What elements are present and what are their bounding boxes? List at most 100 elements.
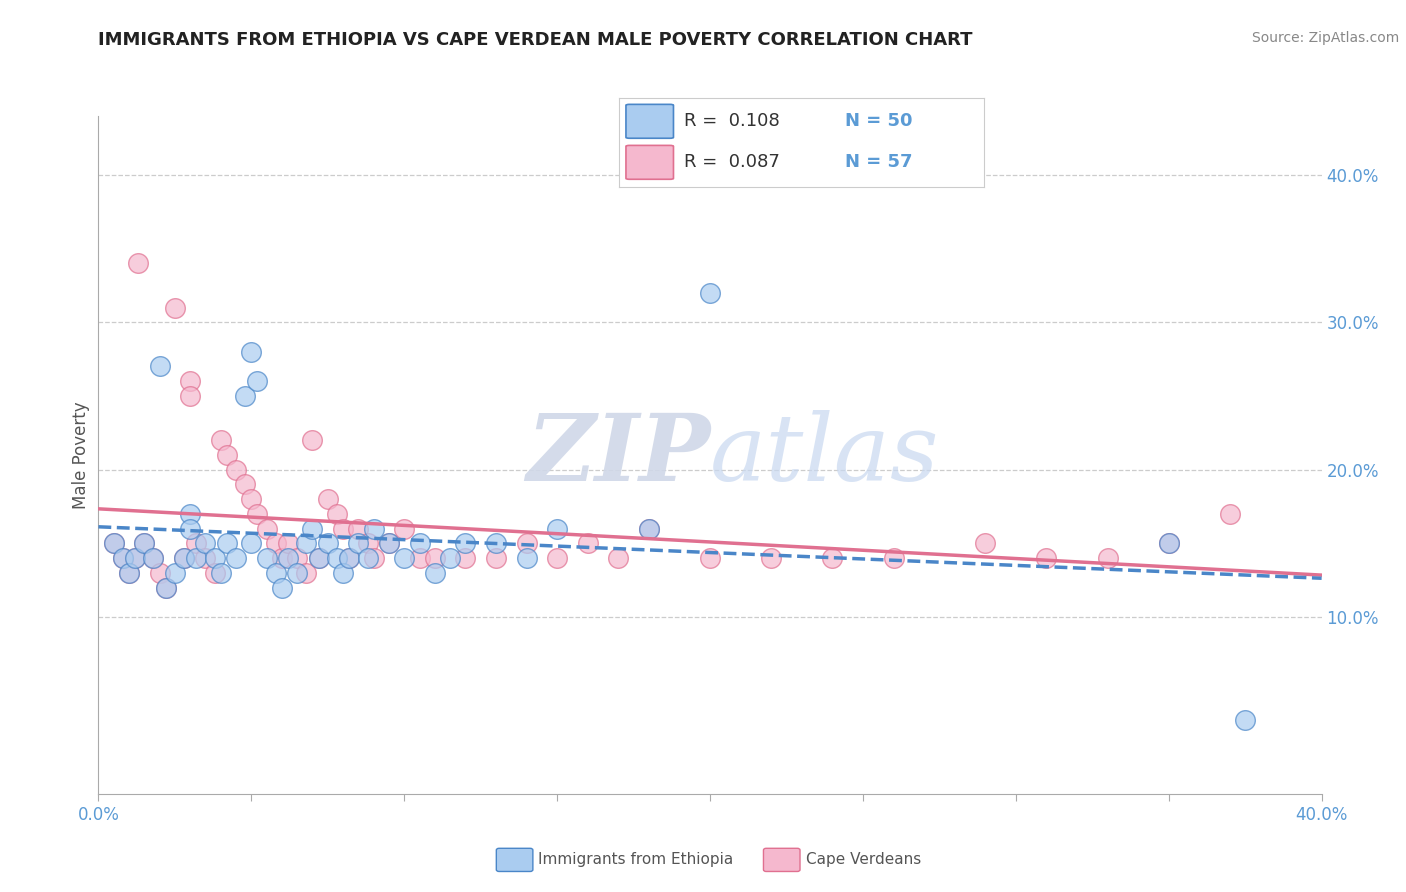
Text: atlas: atlas — [710, 410, 939, 500]
Point — [295, 566, 318, 580]
Point — [576, 536, 599, 550]
Point — [240, 492, 263, 507]
Point — [316, 492, 339, 507]
Point — [134, 536, 156, 550]
Point — [127, 256, 149, 270]
Point — [607, 551, 630, 566]
Point — [256, 551, 278, 566]
Point — [246, 374, 269, 388]
Point — [194, 551, 217, 566]
Point — [637, 522, 661, 536]
Point — [308, 551, 330, 566]
Text: R =  0.108: R = 0.108 — [685, 112, 780, 130]
Point — [204, 551, 226, 566]
Point — [326, 551, 349, 566]
Point — [233, 389, 256, 403]
Text: Immigrants from Ethiopia: Immigrants from Ethiopia — [538, 853, 734, 867]
Point — [111, 551, 134, 566]
Point — [295, 536, 318, 550]
Point — [439, 551, 461, 566]
Point — [233, 477, 256, 491]
Point — [277, 536, 299, 550]
Point — [149, 359, 172, 374]
Point — [285, 566, 308, 580]
Point — [301, 522, 323, 536]
Point — [454, 551, 477, 566]
Point — [240, 536, 263, 550]
Point — [264, 536, 287, 550]
Point — [173, 551, 195, 566]
Point — [378, 536, 401, 550]
Point — [204, 566, 226, 580]
Point — [173, 551, 195, 566]
Point — [209, 566, 232, 580]
Text: R =  0.087: R = 0.087 — [685, 153, 780, 171]
Point — [408, 536, 430, 550]
Point — [155, 581, 177, 595]
Point — [215, 448, 238, 462]
Point — [1157, 536, 1180, 550]
Point — [332, 566, 354, 580]
FancyBboxPatch shape — [626, 104, 673, 138]
Point — [485, 536, 508, 550]
Point — [485, 551, 508, 566]
Text: N = 50: N = 50 — [845, 112, 912, 130]
Point — [1157, 536, 1180, 550]
Point — [256, 522, 278, 536]
Point — [124, 551, 146, 566]
Point — [142, 551, 165, 566]
Point — [225, 551, 247, 566]
Point — [118, 566, 141, 580]
Text: Source: ZipAtlas.com: Source: ZipAtlas.com — [1251, 31, 1399, 45]
Point — [378, 536, 401, 550]
Point — [516, 536, 538, 550]
Point — [179, 522, 201, 536]
Point — [186, 551, 208, 566]
Point — [142, 551, 165, 566]
Text: Cape Verdeans: Cape Verdeans — [806, 853, 921, 867]
Point — [356, 536, 378, 550]
Point — [264, 566, 287, 580]
Point — [363, 551, 385, 566]
Point — [347, 536, 370, 550]
Point — [326, 507, 349, 521]
Point — [149, 566, 172, 580]
Point — [883, 551, 905, 566]
Point — [301, 433, 323, 447]
Point — [163, 301, 186, 315]
Point — [240, 344, 263, 359]
FancyBboxPatch shape — [626, 145, 673, 179]
Point — [699, 551, 721, 566]
Text: ZIP: ZIP — [526, 410, 710, 500]
Point — [356, 551, 378, 566]
Y-axis label: Male Poverty: Male Poverty — [72, 401, 90, 508]
Point — [637, 522, 661, 536]
Point — [1035, 551, 1057, 566]
Point — [821, 551, 844, 566]
Point — [215, 536, 238, 550]
Text: IMMIGRANTS FROM ETHIOPIA VS CAPE VERDEAN MALE POVERTY CORRELATION CHART: IMMIGRANTS FROM ETHIOPIA VS CAPE VERDEAN… — [98, 31, 973, 49]
Point — [392, 522, 416, 536]
Point — [270, 581, 292, 595]
Point — [103, 536, 125, 550]
Point — [209, 433, 232, 447]
Point — [332, 522, 354, 536]
Point — [179, 507, 201, 521]
Text: N = 57: N = 57 — [845, 153, 912, 171]
Point — [699, 285, 721, 300]
Point — [163, 566, 186, 580]
Point — [1234, 713, 1257, 727]
Point — [337, 551, 360, 566]
Point — [546, 551, 568, 566]
Point — [454, 536, 477, 550]
Point — [759, 551, 782, 566]
Point — [1219, 507, 1241, 521]
Point — [316, 536, 339, 550]
Point — [423, 566, 446, 580]
Point — [225, 463, 247, 477]
Point — [285, 551, 308, 566]
Point — [124, 551, 146, 566]
Point — [546, 522, 568, 536]
Point — [246, 507, 269, 521]
Point — [179, 374, 201, 388]
